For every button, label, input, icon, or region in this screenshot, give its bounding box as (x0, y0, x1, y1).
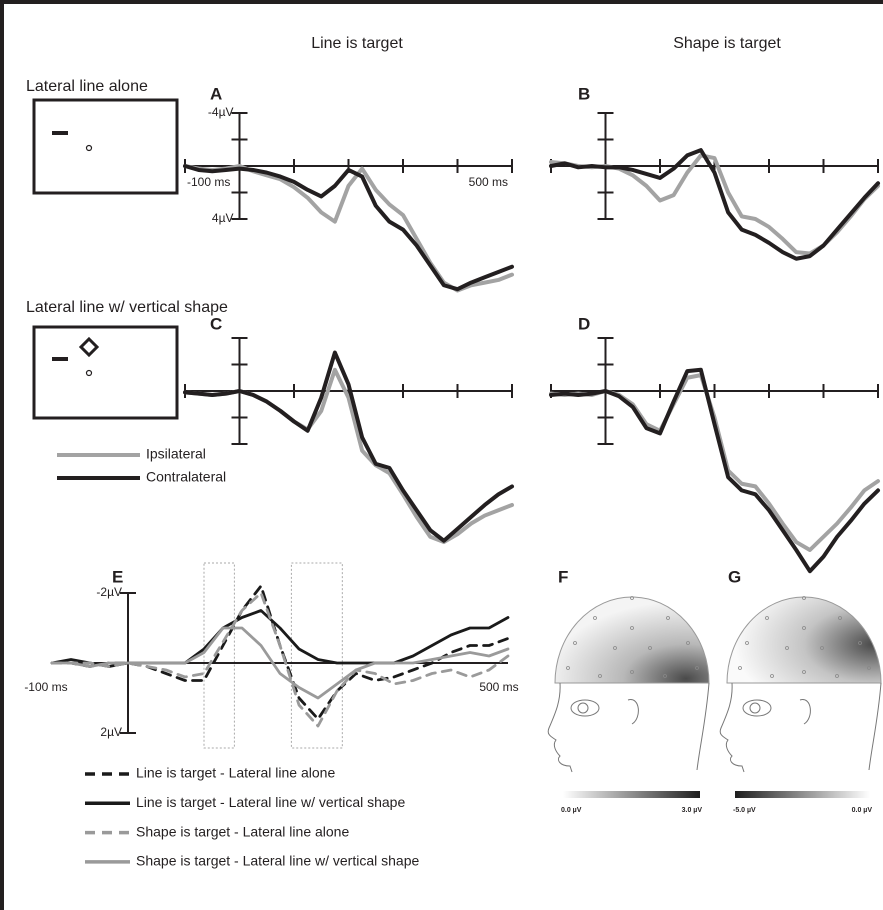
waveform (185, 370, 512, 542)
panel: E -100 ms 500 ms -2µV 2µV (24, 563, 518, 748)
y-tick-label: -2µV (96, 585, 122, 599)
scale-label: 0.0 µV (852, 807, 873, 814)
legend-label: Ipsilateral (146, 446, 206, 462)
y-tick-label: -4µV (208, 105, 234, 119)
panel-letter: G (728, 567, 741, 586)
waveform (52, 586, 508, 719)
x-tick-label: 500 ms (479, 680, 518, 694)
legend-label: Shape is target - Lateral line w/ vertic… (136, 853, 419, 869)
panel: C (185, 314, 512, 542)
y-tick-label: 4µV (212, 211, 234, 225)
color-scale (735, 791, 870, 798)
panel-letter: B (578, 84, 590, 103)
x-tick-label: 500 ms (469, 175, 508, 189)
scale-label: 3.0 µV (682, 807, 703, 814)
x-tick-label: -100 ms (187, 175, 230, 189)
legend-label: Line is target - Lateral line alone (136, 765, 335, 781)
stimulus-icon (34, 327, 177, 418)
panel-letter: F (558, 567, 568, 586)
waveform (551, 375, 878, 550)
scale-label: 0.0 µV (561, 807, 582, 814)
y-tick-label: 2µV (100, 725, 122, 739)
time-window (204, 563, 234, 748)
column-title: Shape is target (673, 35, 781, 52)
head-models (548, 597, 881, 773)
legend-label: Shape is target - Lateral line alone (136, 823, 349, 839)
figure: Line is target Shape is target Lateral l… (0, 0, 883, 910)
panel-letter: D (578, 314, 590, 333)
waveform (551, 370, 878, 571)
panel-letter: A (210, 84, 222, 103)
stimulus-icon (34, 100, 177, 193)
panel-letter: C (210, 314, 222, 333)
panel: D (551, 314, 878, 571)
scale-label: -5.0 µV (733, 807, 756, 814)
color-scale (563, 791, 700, 798)
waveform (185, 166, 512, 291)
column-title: Line is target (311, 35, 403, 52)
legend-label: Line is target - Lateral line w/ vertica… (136, 794, 405, 810)
panel: B (551, 84, 878, 258)
legend-label: Contralateral (146, 469, 226, 485)
panel-letter: E (112, 567, 123, 586)
row-title: Lateral line alone (26, 78, 148, 95)
time-window (291, 563, 342, 748)
waveform (185, 353, 512, 541)
panel: A -100 ms 500 ms -4µV 4µV (185, 84, 512, 290)
row-title: Lateral line w/ vertical shape (26, 299, 228, 316)
x-tick-label: -100 ms (24, 680, 67, 694)
